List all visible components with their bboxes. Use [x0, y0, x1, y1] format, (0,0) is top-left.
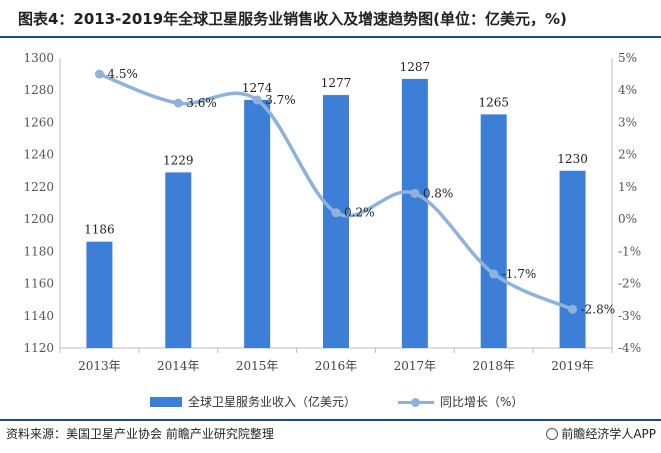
x-tick-label: 2016年 — [315, 359, 358, 373]
right-tick-label: 2% — [618, 148, 637, 162]
growth-value-label: 4.5% — [107, 67, 138, 81]
legend-item-line[interactable]: 同比增长（%） — [398, 393, 523, 410]
growth-point — [489, 269, 499, 279]
growth-point — [331, 208, 341, 218]
bar-value-label: 1274 — [242, 81, 273, 95]
right-tick-label: 4% — [618, 83, 637, 97]
left-tick-label: 1300 — [23, 51, 54, 65]
bar-value-label: 1230 — [557, 152, 588, 166]
bar — [165, 172, 192, 348]
x-tick-label: 2019年 — [551, 359, 594, 373]
bar-value-label: 1229 — [163, 153, 194, 167]
right-tick-label: -4% — [618, 341, 641, 355]
legend-bar-label: 全球卫星服务业收入（亿美元） — [188, 395, 357, 409]
right-tick-label: 3% — [618, 115, 637, 129]
bar-swatch-icon — [150, 396, 182, 407]
left-tick-label: 1280 — [23, 83, 54, 97]
bar — [244, 99, 271, 348]
right-tick-label: 1% — [618, 180, 637, 194]
left-tick-label: 1200 — [23, 212, 54, 226]
left-tick-label: 1260 — [23, 115, 54, 129]
left-tick-label: 1240 — [23, 148, 54, 162]
left-tick-label: 1160 — [23, 277, 54, 291]
chart-title: 图表4：2013-2019年全球卫星服务业销售收入及增速趋势图(单位：亿美元，%… — [18, 10, 567, 28]
growth-value-label: -1.7% — [502, 267, 537, 281]
brand-logo-icon — [546, 427, 559, 440]
left-tick-label: 1220 — [23, 180, 54, 194]
left-tick-label: 1120 — [23, 341, 54, 355]
right-tick-label: -3% — [618, 309, 641, 323]
bar — [86, 241, 113, 348]
brand-text: 前瞻经济学人APP — [561, 427, 656, 441]
bar — [480, 114, 507, 348]
x-tick-label: 2013年 — [78, 359, 121, 373]
line-swatch-icon — [398, 397, 434, 407]
combo-chart: 1120 1140 1160 1180 1200 1220 1240 1260 1280 1300… — [23, 51, 641, 373]
brand[interactable]: 前瞻经济学人APP — [546, 425, 656, 442]
x-tick-label: 2015年 — [236, 359, 279, 373]
growth-value-label: 3.7% — [265, 93, 296, 107]
growth-value-label: 0.8% — [423, 186, 454, 200]
growth-point — [410, 188, 420, 198]
right-tick-label: 5% — [618, 51, 637, 65]
growth-value-label: 0.2% — [344, 206, 375, 220]
legend-item-bar[interactable]: 全球卫星服务业收入（亿美元） — [150, 393, 356, 410]
legend-line-label: 同比增长（%） — [440, 395, 524, 409]
footer: 资料来源：美国卫星产业协会 前瞻产业研究院整理 前瞻经济学人APP — [6, 425, 656, 445]
bar — [401, 78, 428, 348]
right-tick-label: -2% — [618, 277, 641, 291]
legend: 全球卫星服务业收入（亿美元） 同比增长（%） — [0, 393, 661, 413]
growth-point — [252, 95, 262, 105]
source-text: 资料来源：美国卫星产业协会 前瞻产业研究院整理 — [6, 427, 274, 441]
x-tick-label: 2018年 — [472, 359, 515, 373]
x-tick-label: 2017年 — [394, 359, 437, 373]
bar-value-label: 1186 — [84, 223, 115, 237]
footer-divider — [0, 419, 661, 421]
growth-point — [568, 304, 578, 314]
right-tick-label: -1% — [618, 244, 641, 258]
left-tick-label: 1180 — [23, 244, 54, 258]
bar-value-label: 1287 — [400, 60, 431, 74]
title-divider — [0, 36, 661, 38]
growth-value-label: -2.8% — [581, 302, 616, 316]
growth-value-label: 3.6% — [186, 96, 217, 110]
bar-value-label: 1277 — [321, 76, 352, 90]
x-tick-label: 2014年 — [157, 359, 200, 373]
growth-point — [173, 98, 183, 108]
bar-value-label: 1265 — [478, 95, 509, 109]
left-tick-label: 1140 — [23, 309, 54, 323]
growth-point — [94, 69, 104, 79]
bar — [323, 95, 349, 348]
bar — [559, 170, 586, 348]
right-tick-label: 0% — [618, 212, 637, 226]
